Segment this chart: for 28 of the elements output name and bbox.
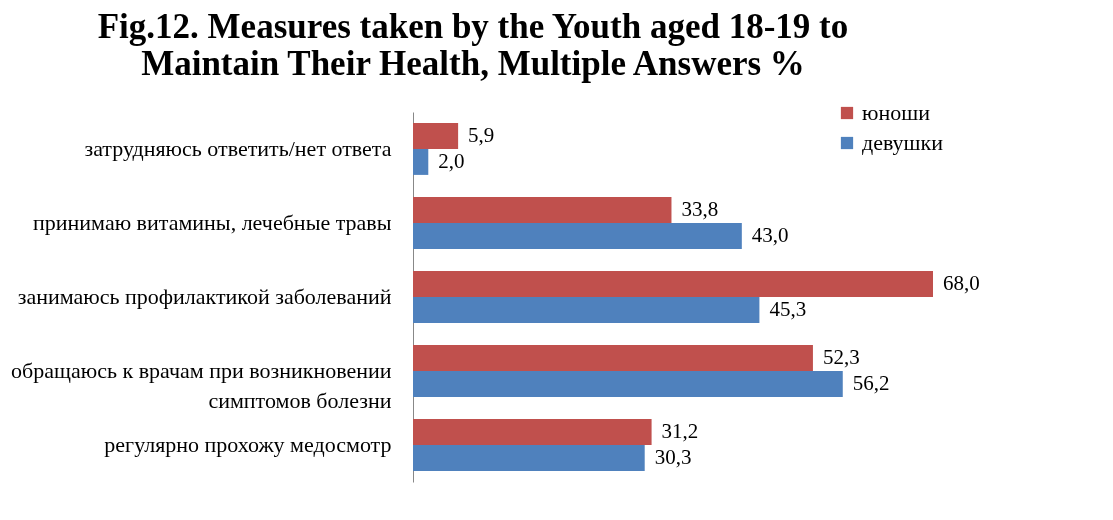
- bar: [413, 345, 813, 371]
- data-label: 56,2: [852, 370, 890, 395]
- data-label: 43,0: [751, 222, 789, 247]
- y-tick-label: занимаюсь профилактикой заболеваний: [17, 284, 392, 309]
- legend-label: юноши: [862, 100, 931, 125]
- data-label: 52,3: [822, 345, 860, 370]
- y-tick-label: обращаюсь к врачам при возникновении симптомов болезни: [11, 358, 392, 413]
- bar: [413, 123, 459, 149]
- data-label: 30,3: [654, 444, 692, 469]
- bar: [413, 297, 760, 323]
- bar: [413, 371, 843, 397]
- bar: [413, 223, 742, 249]
- y-tick-label: регулярно прохожу медосмотр: [104, 432, 392, 457]
- bar: [413, 149, 429, 175]
- data-label: 45,3: [769, 296, 807, 321]
- y-tick-label: принимаю витамины, лечебные травы: [33, 210, 392, 235]
- bar: [413, 445, 645, 471]
- bar: [413, 197, 672, 223]
- bar: [413, 419, 652, 445]
- bar: [413, 271, 933, 297]
- data-label: 31,2: [661, 419, 699, 444]
- data-label: 33,8: [681, 197, 719, 222]
- data-label: 5,9: [468, 123, 495, 148]
- legend-label: девушки: [862, 130, 944, 155]
- data-label: 2,0: [438, 148, 465, 173]
- data-label: 68,0: [943, 271, 980, 296]
- y-tick-label: затрудняюсь ответить/нет ответа: [84, 136, 392, 161]
- chart-title: Fig.12. Measures taken by the Youth aged 18-19 to Maintain Their Health, Multiple Answers %: [97, 7, 849, 83]
